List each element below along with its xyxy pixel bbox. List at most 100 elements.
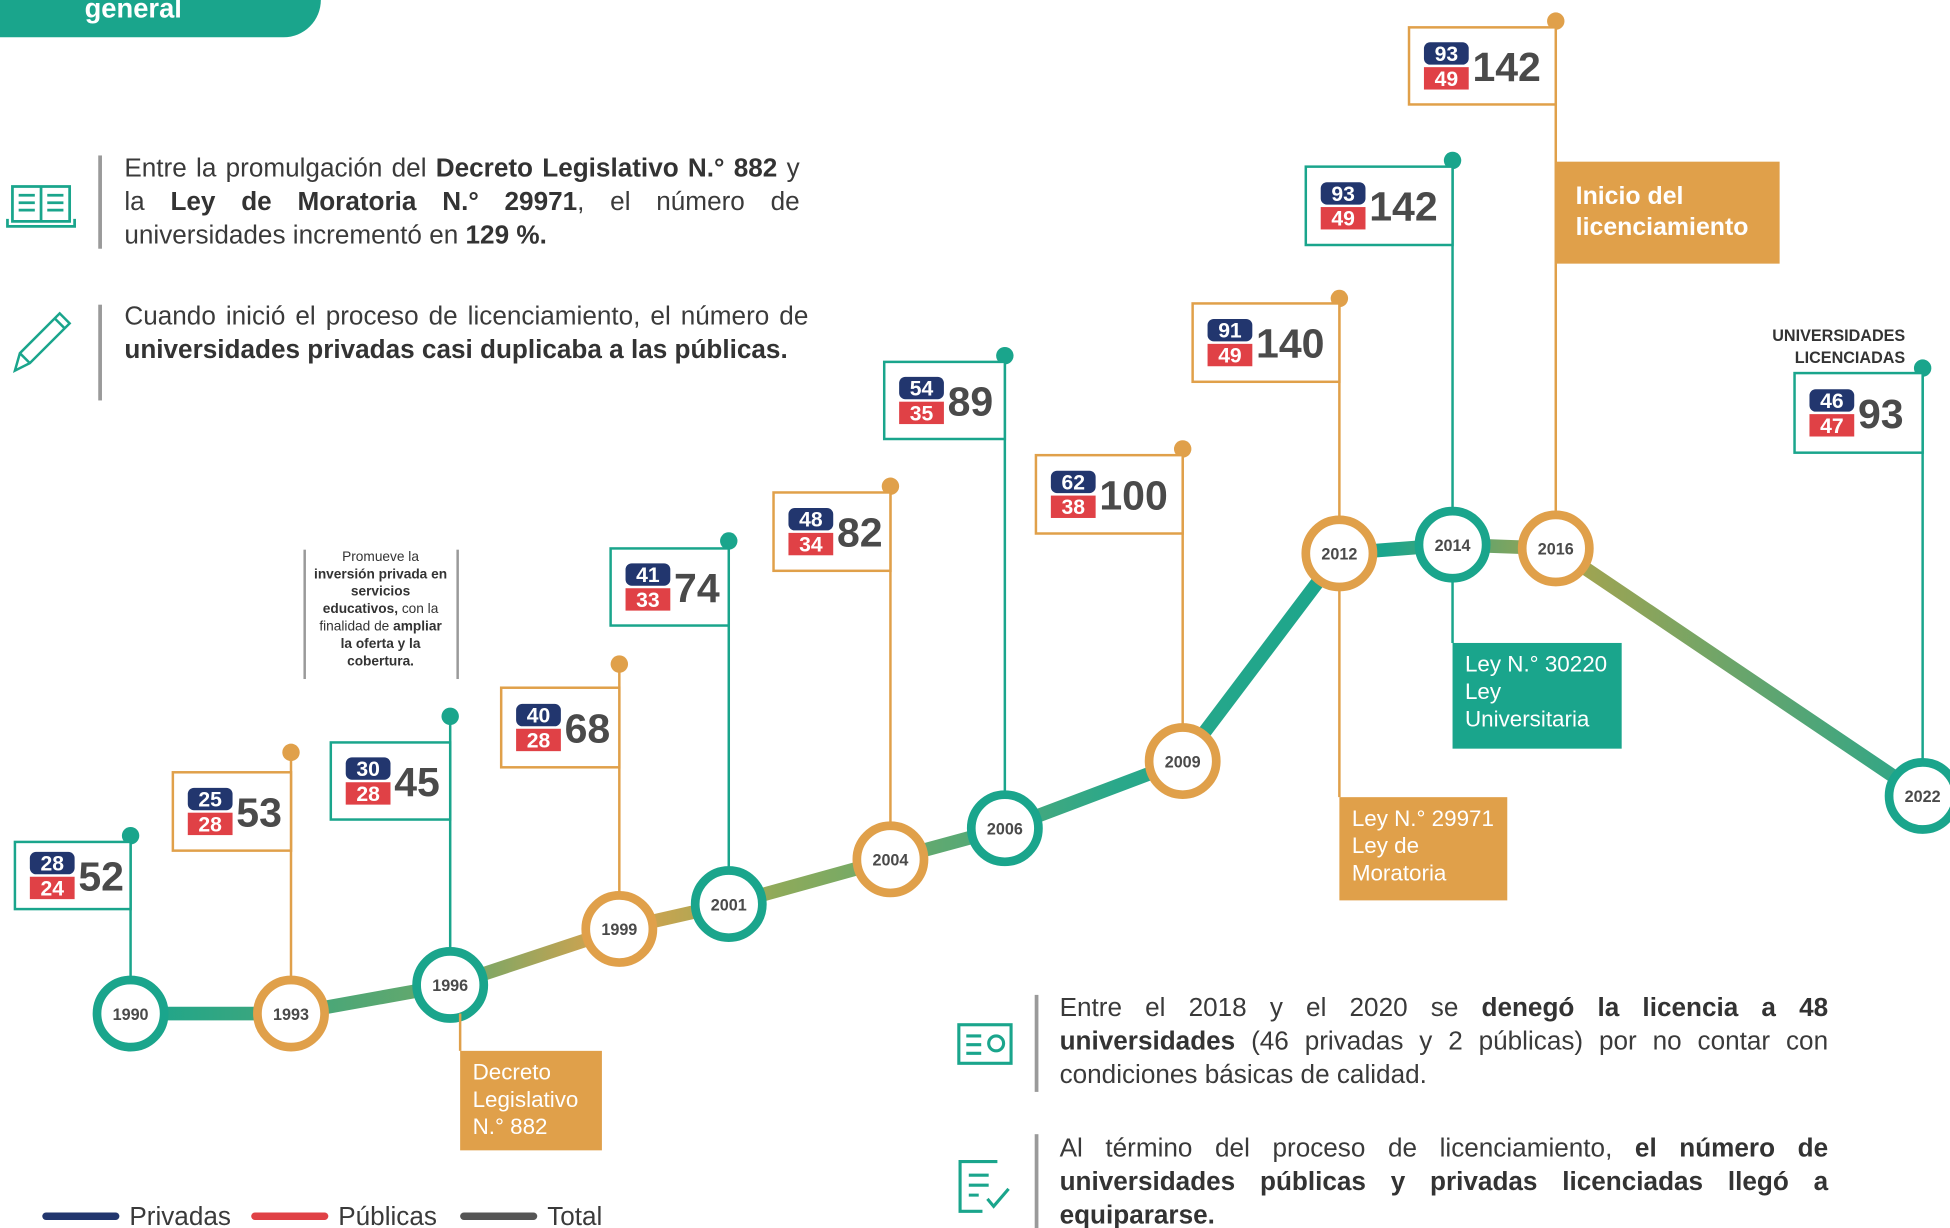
publicas-badge — [345, 782, 391, 805]
privadas-badge — [1423, 42, 1469, 65]
total-value: 100 — [1099, 472, 1167, 518]
flag-box — [609, 547, 731, 627]
law-box: Decreto Legislativo N.° 882 — [460, 1050, 602, 1151]
year-label: 1993 — [273, 1006, 309, 1024]
text-part: denegó la licencia a 48 universidades — [1059, 993, 1829, 1056]
privadas-value: 93 — [1435, 43, 1459, 66]
flag-box — [882, 360, 1007, 441]
total-value: 93 — [1858, 391, 1904, 437]
flag-box — [1407, 26, 1558, 106]
flag-box — [1304, 165, 1454, 247]
year-label: 2014 — [1435, 537, 1471, 555]
publicas-value: 24 — [40, 877, 64, 900]
publicas-badge — [187, 812, 233, 836]
privadas-badge — [625, 563, 671, 586]
total-value: 45 — [394, 759, 440, 805]
publicas-value: 28 — [527, 729, 551, 752]
privadas-badge — [516, 703, 561, 727]
publicas-badge — [1423, 67, 1469, 90]
divider — [1034, 994, 1039, 1092]
publicas-value: 47 — [1820, 415, 1844, 438]
text-part: Decreto Legislativo N.° 882 — [435, 154, 778, 183]
year-node — [581, 891, 658, 967]
text-part: Al término del proceso de licenciamiento… — [1059, 1134, 1635, 1163]
publicas-value: 35 — [910, 402, 934, 425]
law-box: Ley N.° 30220 Ley Universitaria — [1452, 642, 1622, 749]
privadas-badge — [1050, 470, 1096, 494]
text-part: 129 %. — [465, 221, 547, 250]
total-value: 142 — [1369, 184, 1437, 230]
publicas-badge — [1320, 207, 1366, 230]
year-label: 1990 — [113, 1006, 149, 1024]
privadas-value: 62 — [1061, 471, 1085, 494]
year-label: 2009 — [1165, 753, 1201, 771]
flag-box — [1191, 302, 1341, 384]
privadas-value: 46 — [1820, 390, 1844, 413]
legend-label: Total — [547, 1201, 602, 1227]
checklist-icon — [958, 1159, 1010, 1213]
privadas-value: 40 — [527, 705, 551, 728]
divider — [303, 549, 306, 680]
certificate-icon — [957, 1023, 1013, 1065]
text-part: (46 privadas y 2 públicas) por no contar… — [1059, 1027, 1829, 1090]
paragraph: Al término del proceso de licenciamiento… — [1060, 1132, 1829, 1228]
year-node — [966, 790, 1043, 867]
year-node — [1517, 510, 1594, 587]
divider — [456, 549, 459, 680]
publicas-value: 28 — [198, 813, 222, 836]
year-node — [253, 975, 329, 1052]
privadas-value: 30 — [356, 758, 380, 781]
publicas-badge — [625, 588, 671, 611]
pin-dot — [441, 707, 459, 726]
divider — [98, 304, 102, 401]
publicas-badge — [899, 401, 944, 425]
total-value: 140 — [1256, 321, 1324, 367]
pin-dot — [720, 532, 738, 550]
total-value: 74 — [674, 565, 720, 611]
pencil-icon — [12, 311, 72, 373]
book-icon — [6, 185, 76, 228]
total-value: 68 — [565, 705, 611, 751]
legend-label: Públicas — [338, 1201, 437, 1227]
year-label: 2016 — [1538, 541, 1574, 559]
privadas-value: 93 — [1331, 183, 1355, 206]
text-part: Ley de Moratoria N.° 29971 — [170, 187, 578, 217]
pin-dot — [282, 743, 300, 762]
annotation: Promueve la inversión privada en servici… — [312, 548, 449, 670]
privadas-value: 91 — [1218, 320, 1242, 343]
year-label: 2006 — [987, 820, 1023, 838]
text-part: Entre el 2018 y el 2020 se — [1059, 993, 1482, 1023]
publicas-badge — [516, 728, 561, 752]
total-value: 53 — [236, 789, 282, 835]
privadas-badge — [1207, 318, 1253, 342]
year-label: 2001 — [711, 896, 747, 914]
publicas-badge — [1207, 343, 1253, 367]
paragraph: Entre la promulgación del Decreto Legisl… — [124, 152, 799, 253]
legend-label: Privadas — [129, 1201, 231, 1227]
year-label: 1996 — [432, 977, 468, 995]
publicas-value: 34 — [799, 534, 823, 557]
year-node — [412, 947, 489, 1023]
total-value: 82 — [837, 510, 883, 556]
privadas-value: 25 — [198, 788, 222, 811]
privadas-badge — [1809, 389, 1855, 412]
privadas-badge — [899, 376, 944, 400]
text-part: Promueve la — [342, 549, 419, 565]
publicas-badge — [1050, 495, 1096, 518]
pin-dot — [996, 346, 1014, 365]
year-node — [1144, 723, 1221, 800]
publicas-value: 33 — [636, 589, 660, 612]
publicas-badge — [1809, 414, 1855, 437]
paragraph: Cuando inició el proceso de licenciamien… — [124, 300, 808, 367]
total-value: 89 — [948, 378, 994, 424]
privadas-badge — [187, 787, 233, 811]
pin-dot — [1547, 12, 1565, 30]
text-part: con la finalidad de — [319, 601, 439, 635]
pin-dot — [881, 477, 900, 495]
text-part: y la — [124, 154, 800, 217]
text-part: Entre la promulgación del — [124, 154, 436, 183]
privadas-value: 48 — [799, 509, 823, 532]
privadas-badge — [29, 851, 75, 875]
